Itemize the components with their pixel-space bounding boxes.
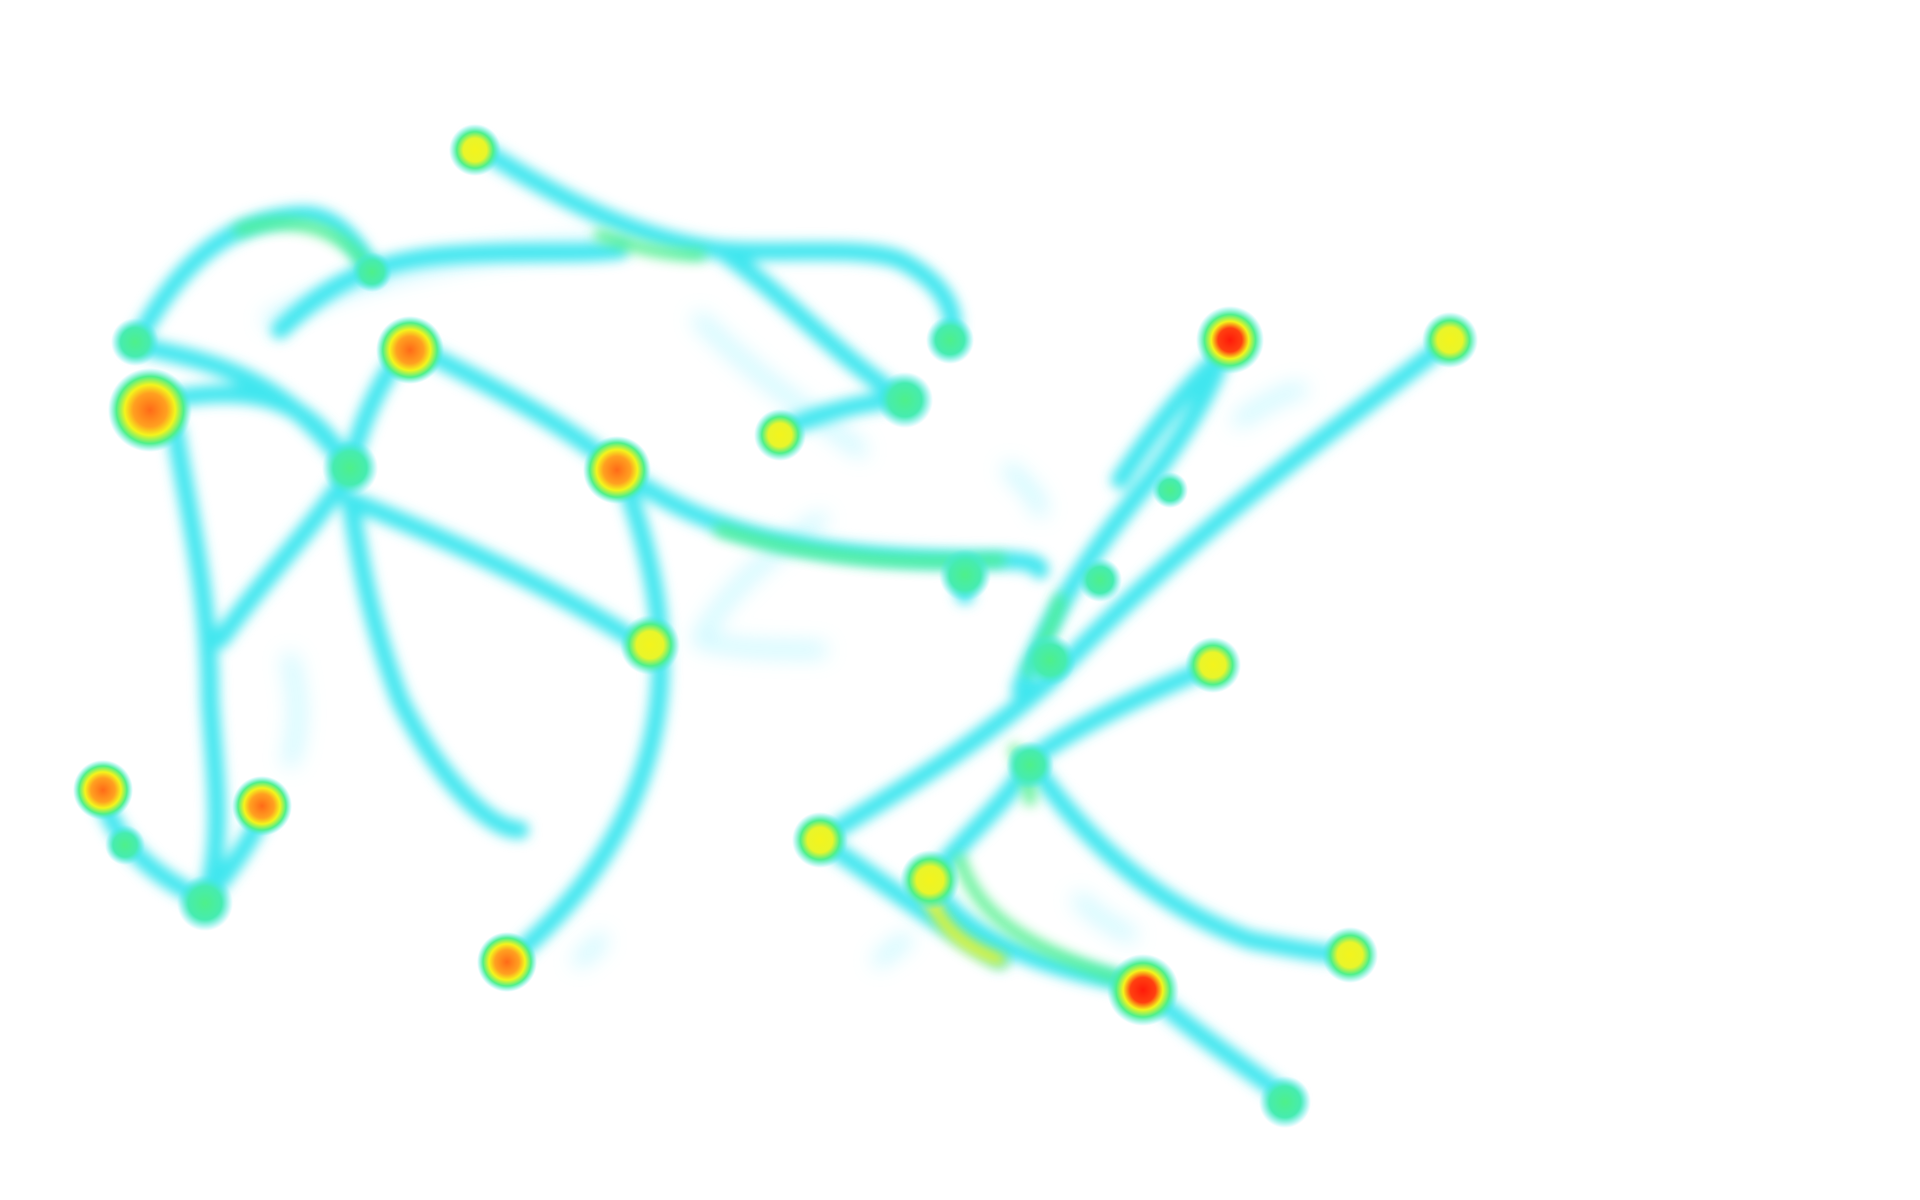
trace-paths xyxy=(91,136,1459,1109)
hotspot-yellow xyxy=(792,812,848,868)
hotspot-orange xyxy=(73,760,133,820)
hotspot-green xyxy=(1078,558,1122,602)
hotspot-green xyxy=(926,316,974,364)
hotspot-yellow xyxy=(1422,312,1478,368)
hotspot-yellow xyxy=(900,850,960,910)
hotspot-orange xyxy=(376,316,444,384)
hotspot-orange xyxy=(232,776,292,836)
hotspot-green xyxy=(1259,1076,1311,1128)
hotspot-green xyxy=(1024,634,1076,686)
hotspot-yellow xyxy=(754,409,806,461)
hotspots xyxy=(73,124,1478,1128)
hotspot-orange xyxy=(477,932,537,992)
hotspot-yellow xyxy=(449,124,501,176)
hotspot-green xyxy=(1152,472,1188,508)
hotspot-orange xyxy=(108,368,192,452)
hotspot-green xyxy=(939,549,991,601)
hotspot-yellow xyxy=(1322,927,1378,983)
hotspot-green xyxy=(322,440,378,496)
hotspot-green xyxy=(1006,741,1054,789)
hotspot-green xyxy=(877,372,933,428)
hotspot-yellow xyxy=(620,615,680,675)
hotspot-red xyxy=(1107,954,1179,1026)
hotspot-red xyxy=(1196,306,1264,374)
hotspot-green xyxy=(105,825,145,865)
hotspot-green xyxy=(352,252,392,292)
hotspot-green xyxy=(177,875,233,931)
hotspot-orange xyxy=(583,436,651,504)
hotspot-green xyxy=(111,318,159,366)
hotspot-yellow xyxy=(1185,637,1241,693)
